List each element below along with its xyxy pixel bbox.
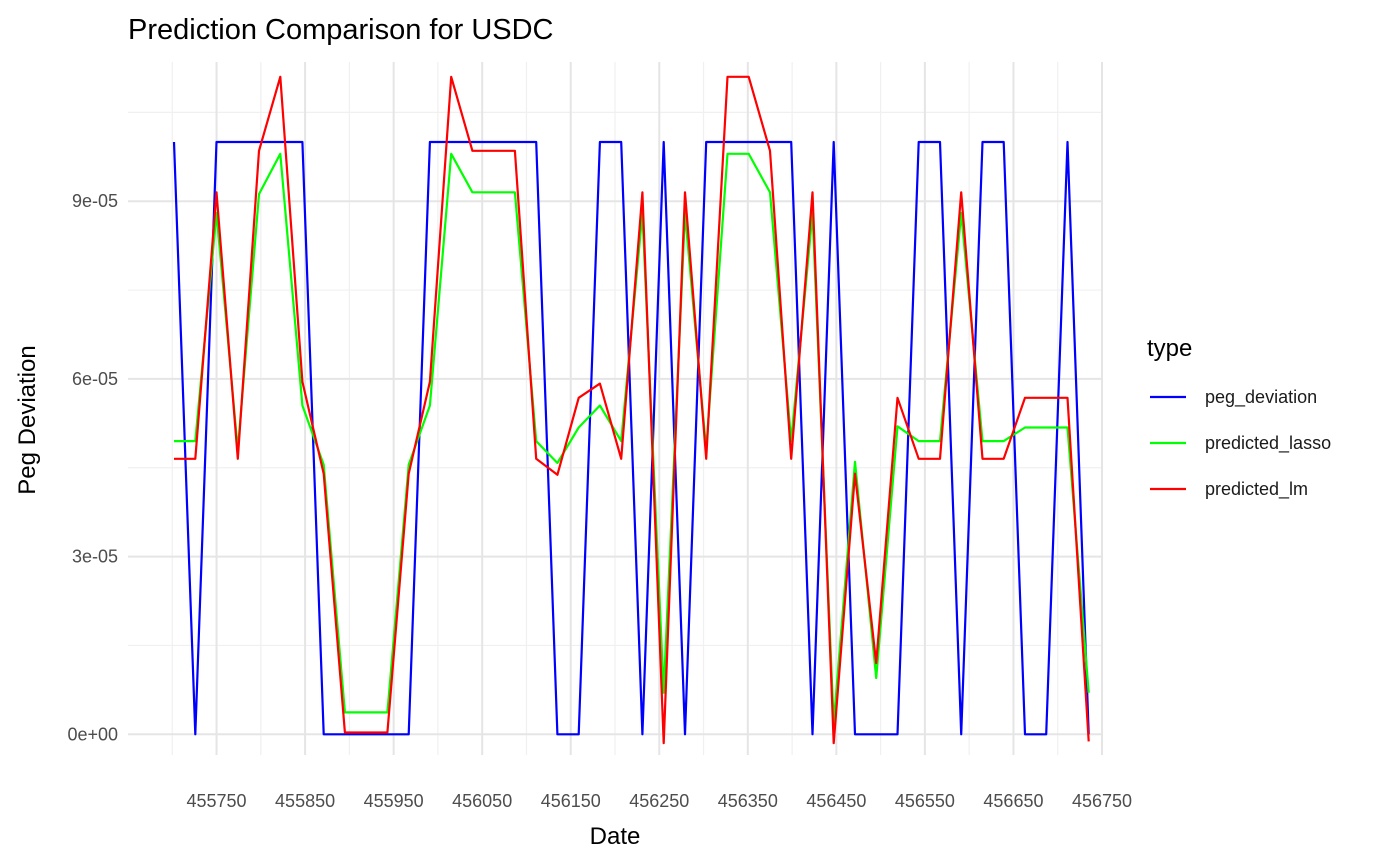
y-tick-label: 9e-05 <box>72 191 118 211</box>
y-tick-label: 3e-05 <box>72 547 118 567</box>
series-line-peg-deviation <box>172 140 1090 736</box>
x-tick-label: 456450 <box>806 791 866 811</box>
minor-gridlines <box>128 62 1102 755</box>
y-axis-title: Peg Deviation <box>14 345 41 494</box>
legend-label: peg_deviation <box>1205 387 1317 408</box>
legend-items: peg_deviation predicted_lasso predicted_lm <box>1150 387 1331 500</box>
legend: type peg_deviation predicted_lassopredict… <box>1147 335 1331 500</box>
x-tick-label: 456650 <box>983 791 1043 811</box>
x-tick-label: 455950 <box>364 791 424 811</box>
x-tick-label: 456550 <box>895 791 955 811</box>
y-tick-label: 6e-05 <box>72 369 118 389</box>
series-lines <box>172 75 1090 745</box>
x-tick-label: 455750 <box>187 791 247 811</box>
x-axis-title: Date <box>590 823 641 850</box>
x-tick-label: 456250 <box>629 791 689 811</box>
legend-label: predicted_lasso <box>1205 433 1331 454</box>
legend-title: type <box>1147 335 1192 362</box>
x-tick-label: 456750 <box>1072 791 1132 811</box>
x-tick-label: 456050 <box>452 791 512 811</box>
chart-title: Prediction Comparison for USDC <box>128 14 553 46</box>
y-tick-label: 0e+00 <box>67 724 118 744</box>
x-tick-label: 456150 <box>541 791 601 811</box>
x-tick-label: 456350 <box>718 791 778 811</box>
x-tick-label: 455850 <box>275 791 335 811</box>
legend-label: predicted_lm <box>1205 479 1308 500</box>
y-tick-labels: 0e+00 3e-05 6e-05 9e-05 <box>67 191 118 744</box>
series-line-predicted-lm <box>174 75 1090 745</box>
x-tick-labels: 455750 455850 455950 456050 456150 456250 4563… <box>187 791 1133 811</box>
